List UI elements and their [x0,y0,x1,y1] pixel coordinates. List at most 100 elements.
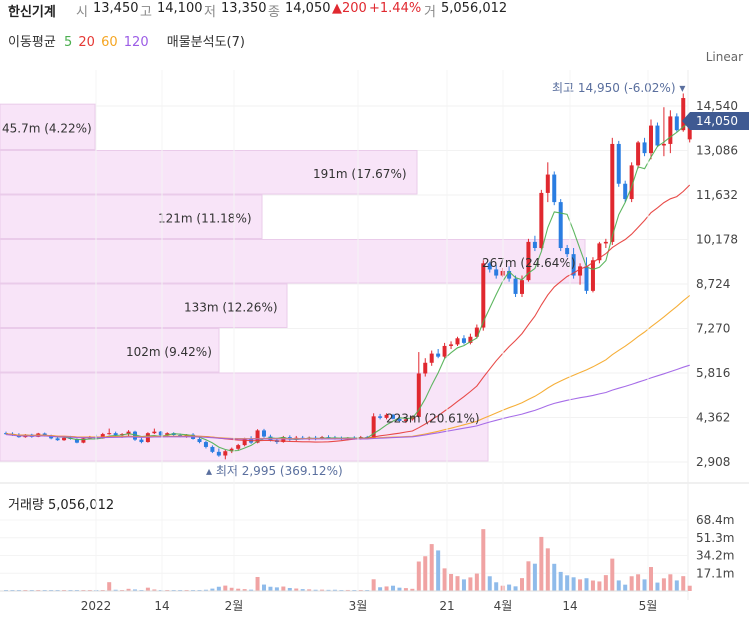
candle-body [62,437,67,441]
volume-bar [526,561,531,591]
quote-header: 한신기계 시 13,450 고 14,100 저 13,350 종 14,050… [0,0,749,22]
volume-bar [455,576,460,591]
ma-legend-label: 이동평균 [8,35,56,50]
volume-bar [642,579,647,591]
volume-bar [255,576,260,591]
volume-profile-label: 133m (12.26%) [184,300,278,314]
volume-bar [229,587,234,591]
candle-body [210,446,215,452]
price-tick-label: 13,086 [696,144,738,158]
price-tick-label: 2,908 [696,455,730,469]
volume-bar [332,589,337,591]
candle-body [520,280,524,294]
volume-bar [345,589,350,591]
price-tick-label: 14,540 [696,99,738,113]
volume-bar [636,574,641,591]
candle-body [623,183,628,200]
candle-body [178,435,183,437]
volume-bar [494,582,499,591]
volume-bar [268,586,273,591]
candle-body [281,437,286,443]
volume-bar [461,579,466,591]
candle-body [416,373,421,417]
volume-bar [571,577,576,591]
scale-mode[interactable]: Linear [705,50,743,64]
candle-body [513,278,518,294]
volume-bar [565,575,570,591]
volume-bar [300,589,305,591]
candle-body [236,445,241,449]
candle-body [442,345,447,357]
volume-profile-label: 223m (20.61%) [386,412,480,426]
candle-body [133,431,137,440]
open-value: 13,450 [93,1,139,16]
volume-bar [507,584,512,591]
candle-body [455,338,460,345]
ma-20[interactable]: 20 [78,35,95,50]
price-tick-label: 11,632 [696,188,738,202]
candle-body [597,243,602,261]
candle-body [494,269,499,276]
time-tick-label: 3월 [349,599,368,613]
volume-bar [210,588,215,591]
candle-body [565,248,570,255]
ma-60[interactable]: 60 [101,35,118,50]
volume-bar [597,581,602,591]
volume-bar [262,584,266,591]
volume-bar [436,550,441,591]
candle-body [655,125,660,146]
candle-body [468,336,473,343]
candle-body [403,419,408,421]
volume-profile-bar [0,328,220,373]
volume-bar [107,582,112,591]
candle-body [139,439,144,443]
volume-bar [610,558,615,591]
candle-body [100,434,105,439]
ma-line-5 [5,121,691,452]
time-tick-label: 21 [439,599,454,613]
volume-bar [281,586,286,591]
volume-profile-bar [0,194,263,239]
candle-body [436,353,441,357]
volume-bar [668,574,673,591]
volume-profile-toggle[interactable]: 매물분석도(7) [166,35,245,50]
volume-profile-label: 45.7m (4.22%) [2,121,92,135]
candle-body [158,431,163,436]
volume-bar [578,579,583,591]
volume-bar [326,589,331,591]
ma-5[interactable]: 5 [63,35,73,50]
volume-value: 5,056,012 [441,1,508,16]
volume-bar [416,561,421,591]
candle-body [229,448,234,452]
candle-body [449,344,454,346]
volume-bar [403,588,408,591]
volume-profile-bar [0,372,489,462]
candle-body [532,241,537,249]
candle-body [391,414,395,419]
volume-tick-label: 34.2m [696,549,734,563]
candle-body [429,353,434,363]
volume-bar [661,578,666,591]
volume-title: 거래량 5,056,012 [8,498,114,513]
volume-bar [481,529,486,591]
candle-body [223,451,228,456]
volume-bar [378,587,383,591]
candle-body [378,416,383,418]
change-value: ▲200 [332,1,367,16]
candle-body [55,438,60,441]
volume-label: 거 [424,5,436,20]
candle-body [642,142,647,154]
candle-body [262,430,266,437]
stock-name: 한신기계 [8,5,56,20]
ma-120[interactable]: 120 [123,35,149,50]
volume-bar [242,589,247,591]
volume-bar [320,589,325,591]
candle-body [397,418,402,421]
low-label: 저 [204,5,216,20]
price-tick-label: 7,270 [696,322,730,336]
change-percent: +1.44% [369,1,422,16]
close-value: 14,050 [285,1,331,16]
volume-bar [649,567,653,591]
volume-profile-bar [0,239,586,284]
